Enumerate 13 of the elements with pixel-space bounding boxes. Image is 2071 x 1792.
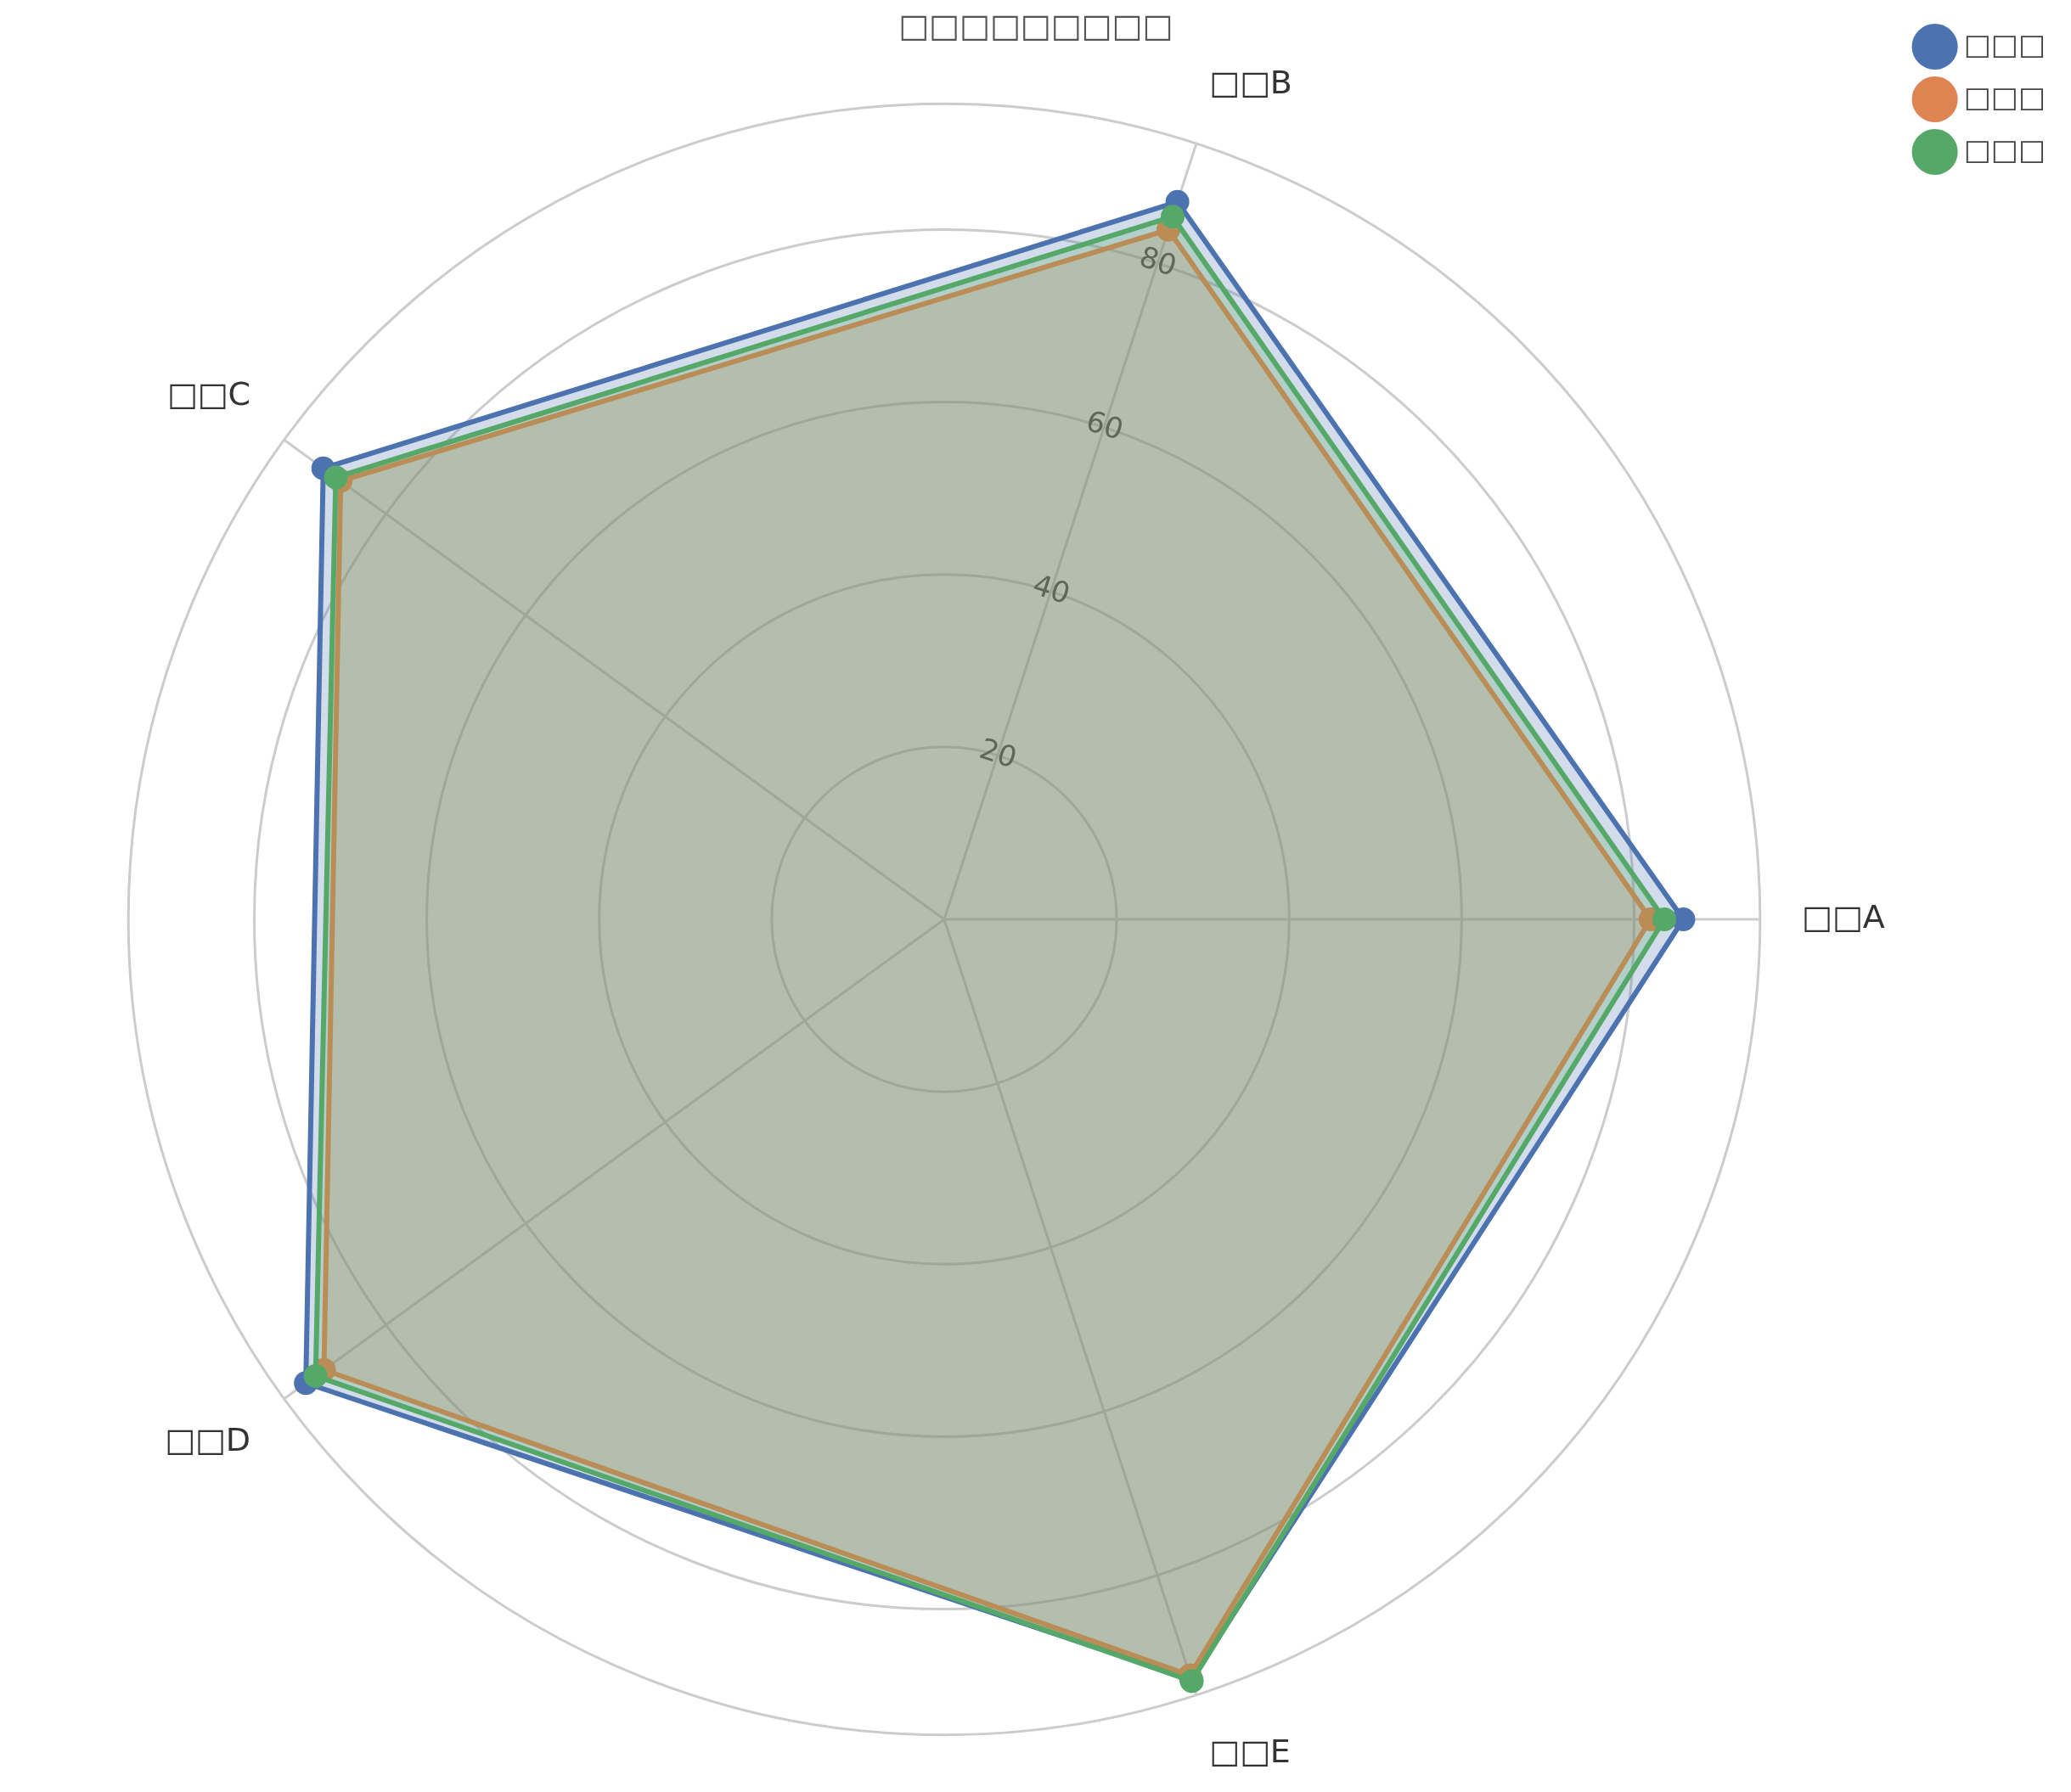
legend-label: □□□: [1963, 79, 2046, 114]
spoke-label: □□E: [1209, 1733, 1291, 1771]
legend-label: □□□: [1963, 132, 2046, 166]
y-tick-label: 60: [1082, 402, 1128, 447]
legend-label: □□□: [1963, 26, 2046, 61]
chart-title: □□□□□□□□□: [898, 6, 1173, 44]
spoke-label: □□C: [166, 374, 251, 413]
y-tick-label: 20: [976, 731, 1021, 775]
spoke-label: □□D: [164, 1421, 251, 1459]
y-tick-label: 40: [1028, 566, 1075, 611]
spoke-label: □□A: [1801, 897, 1885, 935]
spoke-label: □□B: [1209, 63, 1292, 101]
y-tick-label: 80: [1135, 239, 1181, 283]
